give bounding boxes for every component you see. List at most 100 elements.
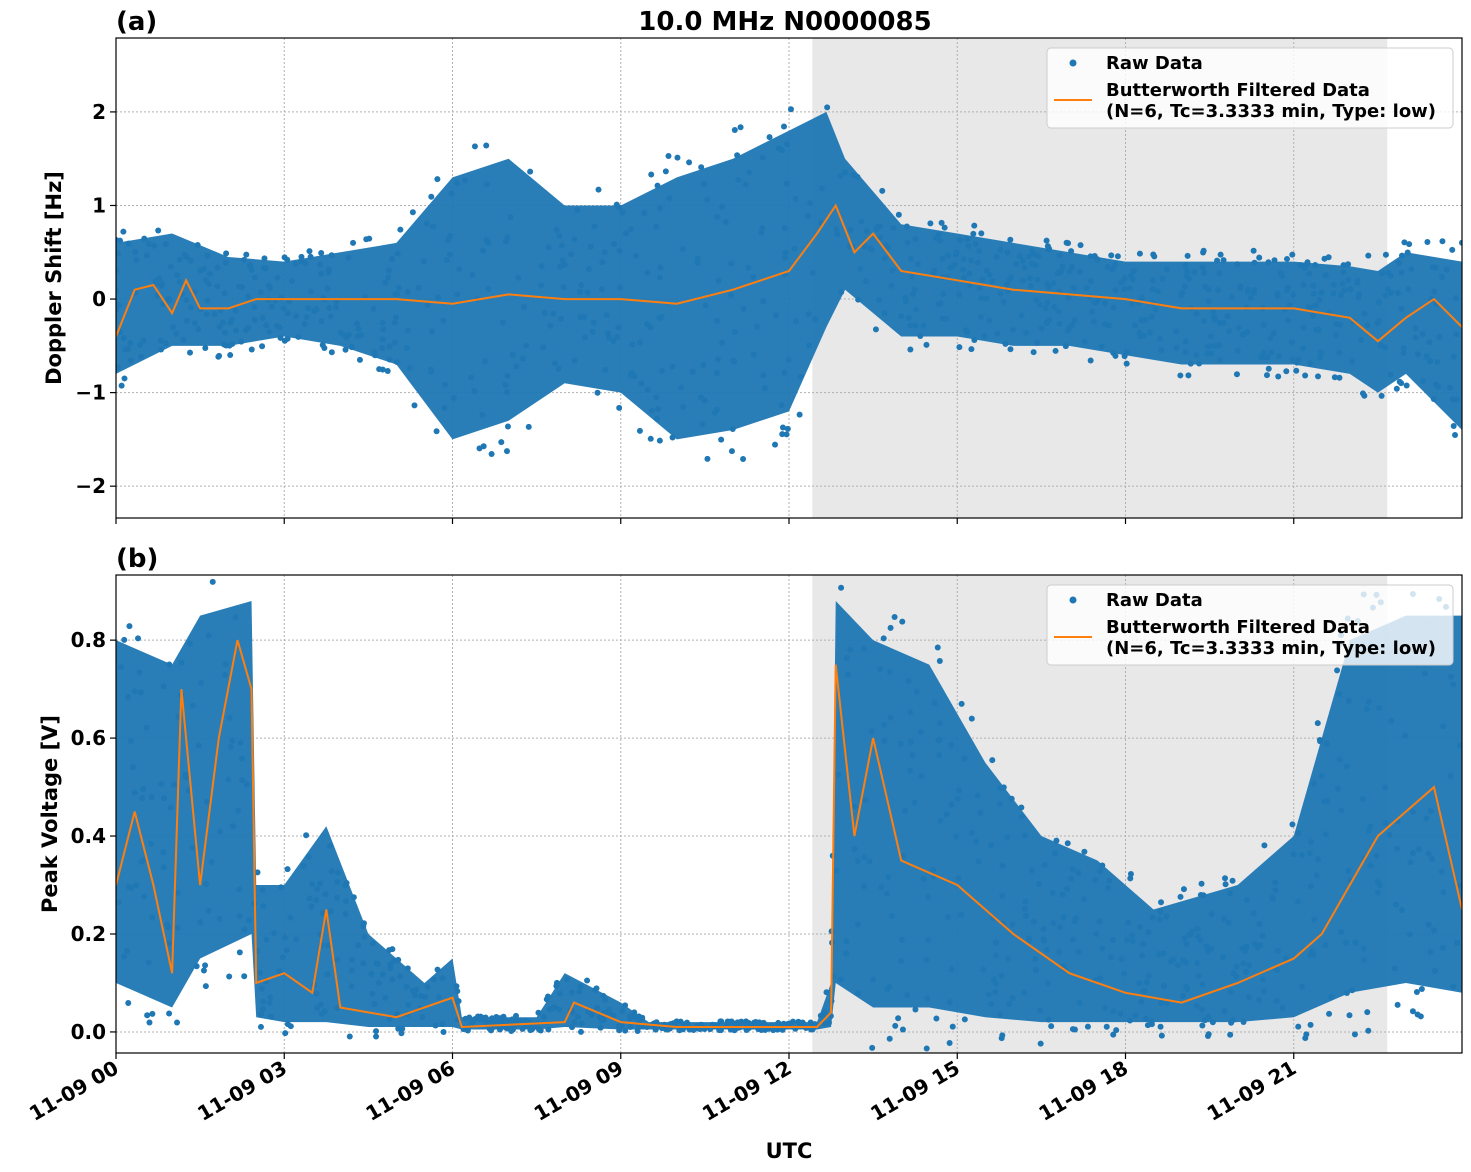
raw-data-point bbox=[1064, 885, 1071, 892]
raw-data-point bbox=[355, 325, 362, 332]
raw-data-point bbox=[958, 700, 965, 707]
raw-data-point bbox=[214, 283, 221, 290]
raw-data-point bbox=[855, 921, 862, 928]
raw-data-point bbox=[274, 274, 281, 281]
raw-data-point bbox=[145, 240, 152, 247]
raw-data-point bbox=[1101, 300, 1108, 307]
legend-filtered-label: Butterworth Filtered Data bbox=[1106, 617, 1370, 638]
raw-data-point bbox=[622, 1027, 629, 1034]
raw-data-point bbox=[453, 983, 460, 990]
raw-data-point bbox=[884, 986, 891, 993]
raw-data-point bbox=[1183, 983, 1190, 990]
raw-data-point bbox=[259, 314, 266, 321]
raw-data-point bbox=[523, 342, 530, 349]
raw-data-point bbox=[900, 853, 907, 860]
raw-data-point bbox=[970, 230, 977, 237]
raw-data-point bbox=[1332, 331, 1339, 338]
raw-data-point bbox=[781, 254, 788, 261]
raw-data-point bbox=[958, 911, 965, 918]
raw-data-point bbox=[1405, 286, 1412, 293]
raw-data-point bbox=[1173, 344, 1180, 351]
raw-data-point bbox=[1227, 1031, 1234, 1038]
raw-data-point bbox=[1339, 280, 1346, 287]
raw-data-point bbox=[195, 742, 202, 749]
raw-data-point bbox=[1179, 957, 1186, 964]
raw-data-point bbox=[902, 294, 909, 301]
raw-data-point bbox=[1023, 912, 1030, 919]
raw-data-point bbox=[577, 1028, 584, 1035]
raw-data-point bbox=[167, 263, 174, 270]
raw-data-point bbox=[1447, 384, 1454, 391]
raw-data-point bbox=[783, 180, 790, 187]
raw-data-point bbox=[1019, 257, 1026, 264]
raw-data-point bbox=[1245, 286, 1252, 293]
raw-data-point bbox=[373, 960, 380, 967]
raw-data-point bbox=[976, 248, 983, 255]
raw-data-point bbox=[350, 894, 357, 901]
raw-data-point bbox=[303, 832, 310, 839]
raw-data-point bbox=[1202, 1017, 1209, 1024]
raw-data-point bbox=[564, 976, 571, 983]
raw-data-point bbox=[1237, 285, 1244, 292]
raw-data-point bbox=[1110, 1008, 1117, 1015]
raw-data-point bbox=[117, 664, 124, 671]
raw-data-point bbox=[1449, 246, 1456, 253]
raw-data-point bbox=[243, 251, 250, 258]
raw-data-point bbox=[1076, 268, 1083, 275]
raw-data-point bbox=[1373, 852, 1380, 859]
raw-data-point bbox=[430, 976, 437, 983]
raw-data-point bbox=[575, 1013, 582, 1020]
raw-data-point bbox=[444, 237, 451, 244]
raw-data-point bbox=[912, 235, 919, 242]
raw-data-point bbox=[1069, 322, 1076, 329]
raw-data-point bbox=[279, 954, 286, 961]
raw-data-point bbox=[116, 288, 120, 295]
raw-data-point bbox=[905, 677, 912, 684]
raw-data-point bbox=[160, 849, 167, 856]
raw-data-point bbox=[616, 404, 623, 411]
raw-data-point bbox=[907, 346, 914, 353]
raw-data-point bbox=[1156, 951, 1163, 958]
raw-data-point bbox=[394, 250, 401, 257]
raw-data-point bbox=[1286, 301, 1293, 308]
raw-data-point bbox=[904, 991, 911, 998]
raw-data-point bbox=[812, 1021, 819, 1028]
raw-data-point bbox=[176, 256, 183, 263]
raw-data-point bbox=[1105, 885, 1112, 892]
raw-data-point bbox=[1423, 353, 1430, 360]
raw-data-point bbox=[1345, 276, 1352, 283]
raw-data-point bbox=[385, 267, 392, 274]
raw-data-point bbox=[202, 344, 209, 351]
raw-data-point bbox=[1346, 1012, 1353, 1019]
raw-data-point bbox=[545, 244, 552, 251]
raw-data-point bbox=[1450, 396, 1457, 403]
raw-data-point bbox=[121, 636, 128, 643]
raw-data-point bbox=[936, 657, 943, 664]
raw-data-point bbox=[1005, 955, 1012, 962]
raw-data-point bbox=[653, 223, 660, 230]
raw-data-point bbox=[1247, 294, 1254, 301]
raw-data-point bbox=[1306, 850, 1313, 857]
raw-data-point bbox=[967, 257, 974, 264]
raw-data-point bbox=[536, 1026, 543, 1033]
raw-data-point bbox=[838, 289, 845, 296]
raw-data-point bbox=[1045, 1016, 1052, 1023]
raw-data-point bbox=[1313, 872, 1320, 879]
raw-data-point bbox=[1242, 947, 1249, 954]
raw-data-point bbox=[1454, 939, 1461, 946]
raw-data-point bbox=[317, 880, 324, 887]
raw-data-point bbox=[241, 973, 248, 980]
raw-data-point bbox=[369, 940, 376, 947]
raw-data-point bbox=[1132, 322, 1139, 329]
raw-data-point bbox=[251, 303, 258, 310]
raw-data-point bbox=[204, 297, 211, 304]
raw-data-point bbox=[750, 351, 757, 358]
raw-data-point bbox=[759, 224, 766, 231]
raw-data-point bbox=[379, 345, 386, 352]
raw-data-point bbox=[235, 807, 242, 814]
raw-data-point bbox=[1431, 967, 1438, 974]
raw-data-point bbox=[236, 912, 243, 919]
raw-data-point bbox=[587, 243, 594, 250]
raw-data-point bbox=[205, 281, 212, 288]
